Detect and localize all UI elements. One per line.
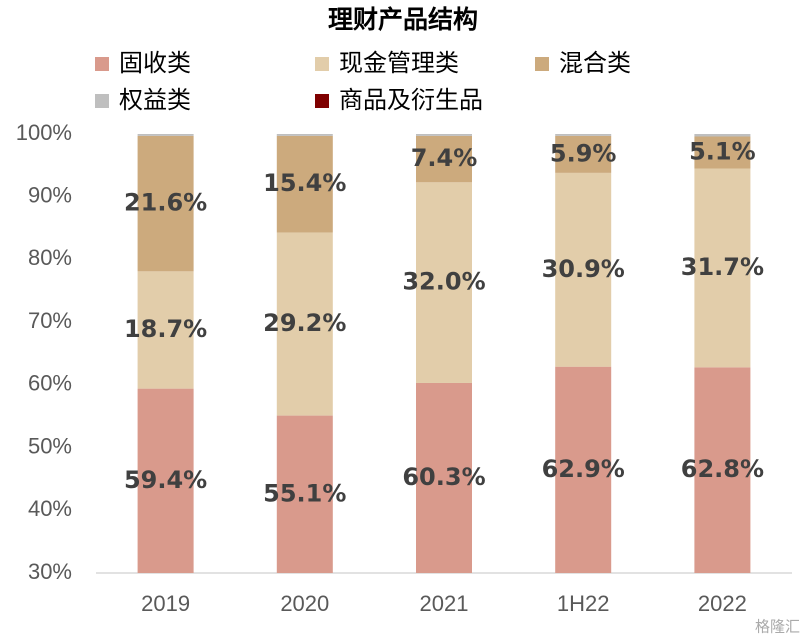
data-label: 15.4% bbox=[263, 169, 346, 197]
bar-segment bbox=[555, 135, 612, 173]
legend-label: 固收类 bbox=[119, 49, 191, 77]
bar-segment bbox=[694, 168, 751, 368]
y-tick-label: 30% bbox=[28, 559, 72, 584]
bar-segment bbox=[276, 135, 333, 233]
data-label: 18.7% bbox=[124, 315, 207, 343]
legend-swatch bbox=[315, 94, 329, 108]
y-tick-label: 40% bbox=[28, 496, 72, 521]
bar-segment bbox=[555, 134, 612, 136]
legend-label: 现金管理类 bbox=[339, 49, 459, 77]
data-label: 31.7% bbox=[681, 253, 764, 281]
x-tick-label: 2020 bbox=[280, 591, 329, 616]
x-tick-label: 2019 bbox=[141, 591, 190, 616]
bar-segment bbox=[137, 271, 194, 389]
x-tick-label: 2022 bbox=[698, 591, 747, 616]
legend-swatch bbox=[535, 57, 549, 71]
bar-segment bbox=[555, 172, 612, 367]
data-label: 55.1% bbox=[263, 479, 346, 507]
data-label: 62.8% bbox=[681, 455, 764, 483]
bar-segment bbox=[276, 232, 333, 416]
data-label: 32.0% bbox=[402, 268, 485, 296]
y-tick-label: 70% bbox=[28, 308, 72, 333]
data-label: 7.4% bbox=[411, 144, 478, 172]
legend-label: 混合类 bbox=[559, 49, 631, 77]
bar-segment bbox=[137, 388, 194, 573]
data-label: 21.6% bbox=[124, 189, 207, 217]
data-label: 5.9% bbox=[550, 139, 617, 167]
bar-segment bbox=[694, 367, 751, 573]
data-label: 5.1% bbox=[689, 138, 756, 166]
bar-segment bbox=[555, 366, 612, 573]
y-tick-label: 100% bbox=[16, 120, 72, 145]
data-label: 60.3% bbox=[402, 463, 485, 491]
chart-title: 理财产品结构 bbox=[328, 5, 478, 34]
data-label: 29.2% bbox=[263, 309, 346, 337]
watermark: 格隆汇 bbox=[755, 618, 800, 636]
bar-segment bbox=[694, 136, 751, 169]
bar-segment bbox=[416, 134, 472, 136]
bar-segment bbox=[694, 134, 751, 137]
bar-segment bbox=[137, 134, 194, 136]
legend-swatch bbox=[95, 94, 109, 108]
bar-segment bbox=[276, 134, 333, 136]
bar-segment bbox=[276, 415, 333, 573]
bar-segment bbox=[416, 182, 472, 383]
x-tick-label: 1H22 bbox=[557, 591, 610, 616]
y-tick-label: 60% bbox=[28, 371, 72, 396]
legend-swatch bbox=[95, 57, 109, 71]
y-tick-label: 50% bbox=[28, 433, 72, 458]
data-label: 62.9% bbox=[542, 455, 625, 483]
data-label: 30.9% bbox=[542, 255, 625, 283]
bar-segment bbox=[137, 135, 194, 272]
legend-label: 权益类 bbox=[119, 86, 191, 114]
y-tick-label: 80% bbox=[28, 245, 72, 270]
legend-label: 商品及衍生品 bbox=[339, 86, 483, 114]
x-tick-label: 2021 bbox=[420, 591, 469, 616]
data-label: 59.4% bbox=[124, 466, 207, 494]
bar-segment bbox=[416, 135, 472, 183]
legend-swatch bbox=[315, 57, 329, 71]
y-tick-label: 90% bbox=[28, 183, 72, 208]
bar-segment bbox=[416, 382, 472, 573]
